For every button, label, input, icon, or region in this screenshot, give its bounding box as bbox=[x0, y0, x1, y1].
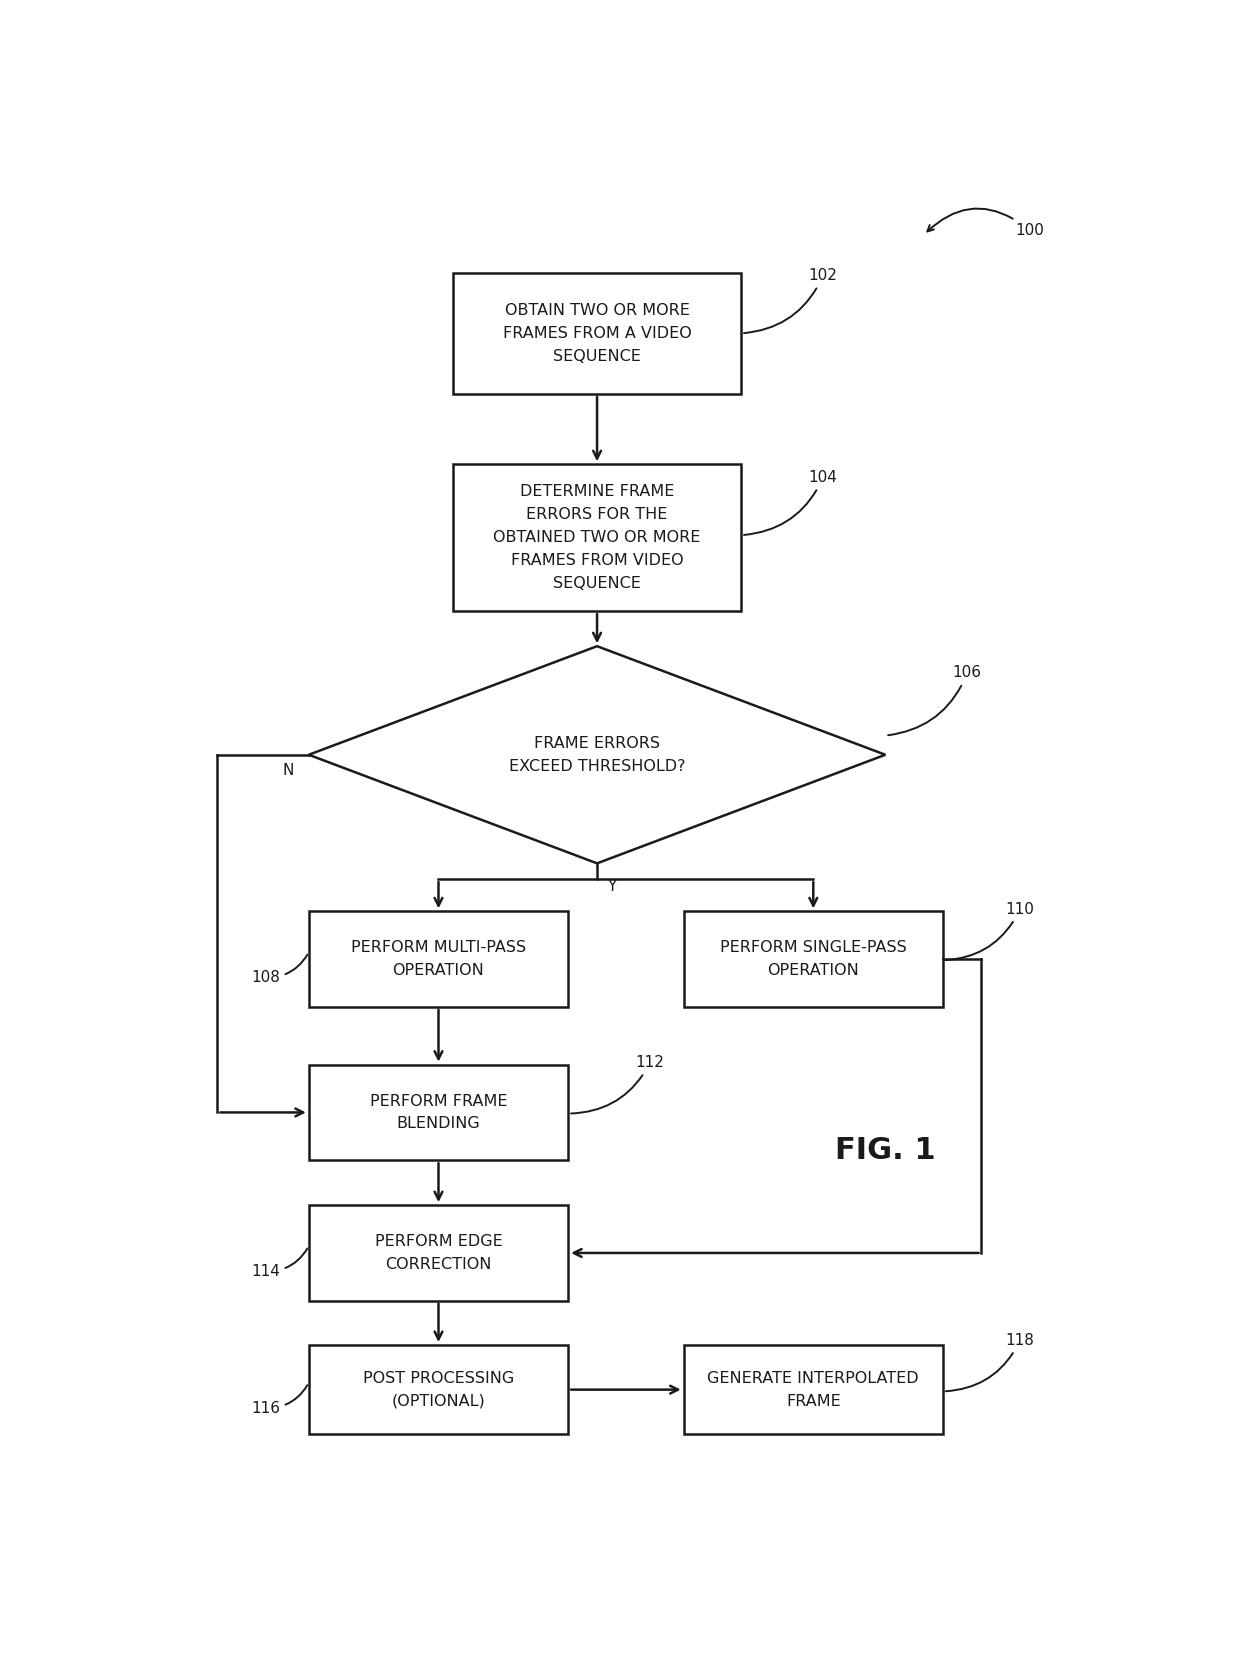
Text: FRAME ERRORS
EXCEED THRESHOLD?: FRAME ERRORS EXCEED THRESHOLD? bbox=[508, 737, 686, 773]
Text: OBTAIN TWO OR MORE
FRAMES FROM A VIDEO
SEQUENCE: OBTAIN TWO OR MORE FRAMES FROM A VIDEO S… bbox=[502, 304, 692, 363]
Text: PERFORM EDGE
CORRECTION: PERFORM EDGE CORRECTION bbox=[374, 1234, 502, 1272]
Text: 112: 112 bbox=[570, 1055, 665, 1113]
Bar bbox=[309, 1345, 568, 1435]
Text: PERFORM MULTI-PASS
OPERATION: PERFORM MULTI-PASS OPERATION bbox=[351, 941, 526, 979]
Text: 116: 116 bbox=[250, 1385, 308, 1415]
Text: 100: 100 bbox=[928, 209, 1044, 237]
Text: POST PROCESSING
(OPTIONAL): POST PROCESSING (OPTIONAL) bbox=[363, 1370, 515, 1408]
Bar bbox=[453, 465, 742, 611]
Bar bbox=[683, 911, 944, 1007]
Bar bbox=[309, 911, 568, 1007]
Bar bbox=[309, 1065, 568, 1160]
Text: 102: 102 bbox=[744, 269, 837, 333]
Text: N: N bbox=[283, 763, 294, 778]
Bar bbox=[309, 1204, 568, 1301]
Text: Y: Y bbox=[606, 879, 616, 894]
Text: GENERATE INTERPOLATED
FRAME: GENERATE INTERPOLATED FRAME bbox=[708, 1370, 919, 1408]
Text: PERFORM FRAME
BLENDING: PERFORM FRAME BLENDING bbox=[370, 1093, 507, 1131]
Text: 108: 108 bbox=[250, 954, 308, 985]
Text: 114: 114 bbox=[250, 1249, 308, 1279]
Bar bbox=[683, 1345, 944, 1435]
Polygon shape bbox=[309, 647, 885, 863]
Text: 106: 106 bbox=[888, 665, 982, 735]
Text: FIG. 1: FIG. 1 bbox=[835, 1136, 936, 1165]
Text: 118: 118 bbox=[946, 1332, 1034, 1392]
Text: PERFORM SINGLE-PASS
OPERATION: PERFORM SINGLE-PASS OPERATION bbox=[720, 941, 906, 979]
Text: 104: 104 bbox=[744, 469, 837, 534]
Text: DETERMINE FRAME
ERRORS FOR THE
OBTAINED TWO OR MORE
FRAMES FROM VIDEO
SEQUENCE: DETERMINE FRAME ERRORS FOR THE OBTAINED … bbox=[494, 484, 701, 591]
Text: 110: 110 bbox=[946, 902, 1034, 961]
Bar bbox=[453, 272, 742, 393]
